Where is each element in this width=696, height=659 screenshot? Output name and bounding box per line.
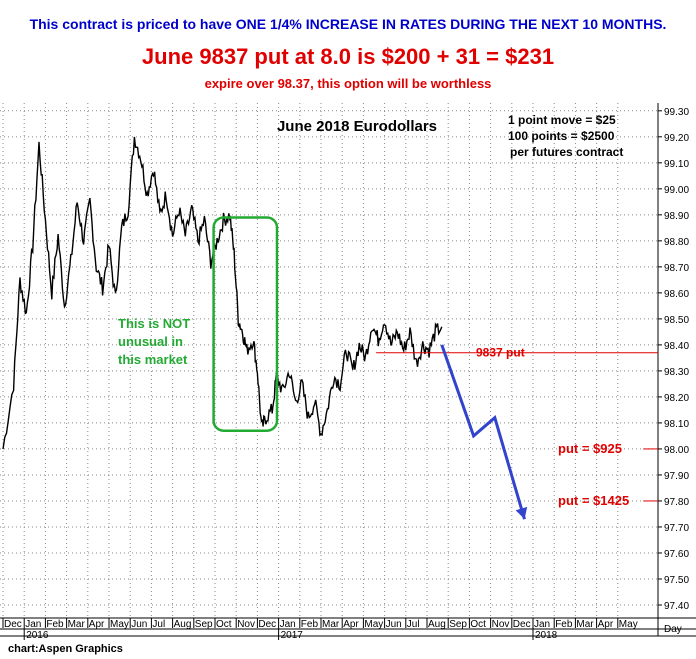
market-note-line: unusual in	[118, 334, 183, 349]
x-tick-label: Mar	[68, 619, 86, 630]
projection-arrowhead	[515, 506, 528, 520]
x-tick-label: Oct	[216, 619, 232, 630]
x-tick-label: Jul	[152, 619, 165, 630]
contract-note-line: per futures contract	[510, 145, 623, 159]
x-tick-label: Feb	[555, 619, 573, 630]
y-tick-label: 97.80	[664, 497, 689, 508]
x-tick-label: Jan	[25, 619, 41, 630]
projection-line	[440, 344, 526, 520]
x-tick-label: Feb	[46, 619, 64, 630]
x-tick-label: Nov	[237, 619, 255, 630]
x-tick-label: Nov	[492, 619, 510, 630]
chart-overlays	[212, 216, 658, 520]
x-tick-label: Aug	[174, 619, 192, 630]
header-expiry-note: expire over 98.37, this option will be w…	[204, 76, 492, 91]
y-tick-label: 98.70	[664, 263, 689, 274]
x-tick-label: Jun	[131, 619, 147, 630]
y-tick-label: 98.30	[664, 367, 689, 378]
x-tick-label: Mar	[322, 619, 340, 630]
x-tick-label: Dec	[258, 619, 276, 630]
y-tick-label: 97.50	[664, 575, 689, 586]
x-tick-label: Dec	[4, 619, 22, 630]
x-tick-label: Sep	[195, 619, 213, 630]
x-year-label: 2016	[26, 630, 49, 641]
header-put-price: June 9837 put at 8.0 is $200 + 31 = $231	[141, 44, 555, 69]
y-tick-label: 98.00	[664, 445, 689, 456]
grid-lines	[0, 103, 658, 618]
put2-label: put = $1425	[558, 493, 629, 508]
y-tick-label: 98.90	[664, 211, 689, 222]
chart-credit: chart:Aspen Graphics	[8, 643, 123, 655]
market-note-line: This is NOT	[118, 316, 190, 331]
y-tick-label: 99.00	[664, 185, 689, 196]
market-note-line: this market	[118, 352, 188, 367]
y-tick-label: 98.50	[664, 315, 689, 326]
price-line	[2, 136, 443, 450]
y-tick-label: 97.60	[664, 549, 689, 560]
contract-note-line: 100 points = $2500	[508, 129, 615, 143]
x-year-label: 2017	[281, 630, 304, 641]
x-tick-label: Aug	[428, 619, 446, 630]
y-tick-label: 97.40	[664, 601, 689, 612]
x-axis-unit-label: Day	[664, 624, 682, 635]
contract-note-line: 1 point move = $25	[508, 113, 616, 127]
chart-annotations: June 2018 Eurodollars 1 point move = $25 1…	[118, 113, 629, 508]
x-tick-label: Apr	[598, 619, 614, 630]
y-tick-label: 97.70	[664, 523, 689, 534]
x-tick-label: Jan	[534, 619, 550, 630]
x-tick-label: Oct	[470, 619, 486, 630]
chart-title: June 2018 Eurodollars	[277, 118, 437, 135]
x-tick-label: Apr	[343, 619, 359, 630]
y-tick-label: 99.10	[664, 159, 689, 170]
header-rate-note: This contract is priced to have ONE 1/4%…	[29, 16, 667, 32]
x-tick-label: May	[110, 619, 129, 630]
y-tick-label: 97.90	[664, 471, 689, 482]
x-year-label: 2018	[535, 630, 558, 641]
highlight-box	[212, 216, 279, 432]
x-tick-label: Mar	[576, 619, 594, 630]
y-axis-ticks: 99.30 99.20 99.10 99.00 98.90 98.80 98.70 98.60…	[658, 107, 689, 612]
x-tick-label: May	[619, 619, 638, 630]
x-tick-label: Jan	[280, 619, 296, 630]
x-tick-label: Apr	[89, 619, 105, 630]
axes: Day	[0, 103, 696, 637]
y-tick-label: 98.80	[664, 237, 689, 248]
y-tick-label: 98.20	[664, 393, 689, 404]
y-tick-label: 99.30	[664, 107, 689, 118]
y-tick-label: 98.60	[664, 289, 689, 300]
put1-label: put = $925	[558, 441, 622, 456]
strike-label: 9837 put	[476, 346, 525, 360]
x-tick-label: Feb	[301, 619, 319, 630]
y-tick-label: 98.40	[664, 341, 689, 352]
x-tick-label: May	[364, 619, 383, 630]
price-series	[2, 136, 443, 450]
x-tick-label: Jul	[407, 619, 420, 630]
y-tick-label: 99.20	[664, 133, 689, 144]
x-tick-label: Sep	[449, 619, 467, 630]
x-tick-label: Jun	[386, 619, 402, 630]
x-tick-label: Dec	[513, 619, 531, 630]
y-tick-label: 98.10	[664, 419, 689, 430]
